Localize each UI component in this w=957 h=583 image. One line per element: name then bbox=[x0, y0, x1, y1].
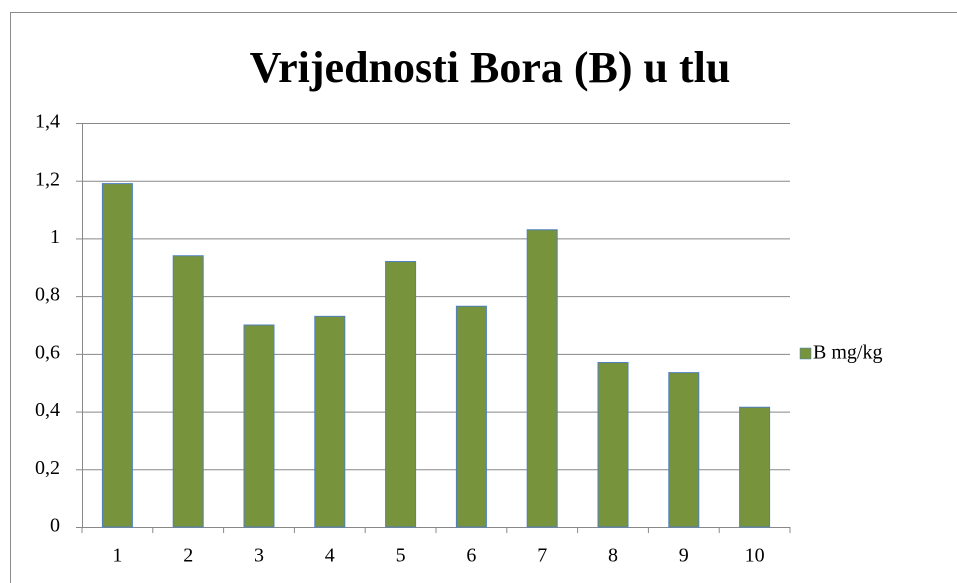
chart-title: Vrijednosti Bora (B) u tlu bbox=[250, 43, 731, 92]
bar bbox=[526, 229, 558, 528]
y-tick-label: 0,6 bbox=[35, 341, 60, 363]
x-tick-label: 7 bbox=[537, 545, 547, 567]
bar bbox=[597, 362, 629, 528]
x-tick-label: 5 bbox=[396, 545, 406, 567]
x-tick-label: 9 bbox=[679, 545, 689, 567]
x-tick-label: 8 bbox=[608, 545, 618, 567]
bar bbox=[172, 255, 204, 528]
bar bbox=[101, 183, 133, 528]
y-tick-label: 1,4 bbox=[35, 111, 60, 133]
bar bbox=[739, 406, 771, 528]
bar bbox=[385, 261, 417, 528]
x-tick-label: 2 bbox=[183, 545, 193, 567]
y-tick-label: 0 bbox=[50, 515, 60, 537]
y-tick-label: 0,4 bbox=[35, 399, 60, 421]
y-tick-label: 1 bbox=[50, 226, 60, 248]
bar bbox=[668, 372, 700, 528]
x-tick-label: 1 bbox=[112, 545, 122, 567]
y-tick-label: 1,2 bbox=[35, 168, 60, 190]
x-tick-label: 10 bbox=[745, 545, 765, 567]
x-tick-label: 3 bbox=[254, 545, 264, 567]
legend-label: B mg/kg bbox=[813, 342, 882, 364]
y-tick-label: 0,2 bbox=[35, 457, 60, 479]
y-tick-label: 0,8 bbox=[35, 284, 60, 306]
bar bbox=[243, 324, 275, 528]
x-tick-label: 6 bbox=[466, 545, 476, 567]
x-tick-label: 4 bbox=[325, 545, 335, 567]
legend-swatch bbox=[799, 347, 812, 360]
bar bbox=[314, 315, 346, 528]
bar bbox=[455, 305, 487, 528]
